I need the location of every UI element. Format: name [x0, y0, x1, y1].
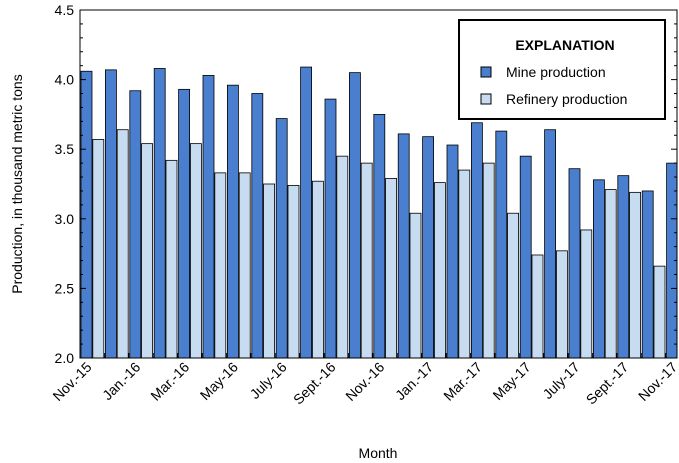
x-tick-label: Sept.-17 [583, 359, 632, 408]
x-tick-label: July-16 [247, 359, 290, 402]
bar-refinery-8 [287, 184, 300, 359]
bar-mine-18 [519, 155, 532, 359]
bar-mine-22 [617, 175, 630, 359]
legend-label-refinery: Refinery production [506, 91, 627, 107]
legend-title: EXPLANATION [515, 37, 614, 53]
y-tick-label: 2.5 [55, 280, 75, 296]
bar-refinery-3 [165, 159, 178, 359]
x-axis-title: Month [359, 445, 398, 461]
bar-refinery-18 [531, 254, 544, 359]
bar-mine-6 [226, 84, 239, 359]
x-tick-label: July-17 [539, 359, 582, 402]
bar-mine-15 [446, 144, 459, 359]
bar-refinery-9 [311, 180, 324, 359]
legend-swatch-mine [480, 66, 492, 78]
x-tick-label: Mar.-17 [440, 359, 485, 404]
y-tick-label: 3.0 [55, 211, 75, 227]
bar-mine-5 [202, 75, 215, 359]
x-tick-label: Nov.-17 [635, 359, 679, 404]
x-tick-label: May-17 [489, 359, 533, 403]
y-tick-label: 2.0 [55, 350, 75, 366]
bar-refinery-20 [580, 229, 593, 359]
legend-swatch-refinery [480, 93, 492, 105]
bars-layer [80, 66, 678, 359]
bar-mine-21 [593, 179, 605, 359]
bar-mine-1 [105, 69, 117, 359]
bar-mine-23 [641, 190, 654, 359]
bar-mine-20 [568, 168, 581, 359]
bar-mine-10 [324, 98, 337, 359]
x-tick-label: Jan.-16 [99, 359, 143, 403]
bar-mine-9 [300, 66, 313, 359]
bar-refinery-6 [238, 172, 251, 359]
x-axis: Nov.-15 Jan.-16 Mar.-16 May-16 July-16 Sept.-… [49, 353, 679, 408]
bar-refinery-7 [263, 183, 276, 359]
bar-refinery-23 [653, 265, 666, 359]
bar-refinery-17 [507, 212, 520, 359]
y-axis-title: Production, in thousand metric tons [9, 74, 25, 293]
y-tick-label: 3.5 [55, 141, 75, 157]
y-tick-label: 4.5 [55, 2, 75, 18]
bar-refinery-5 [214, 172, 227, 359]
bar-refinery-2 [141, 143, 154, 359]
bar-refinery-1 [116, 129, 129, 359]
y-tick-label: 4.0 [55, 72, 75, 88]
bar-mine-16 [470, 122, 483, 359]
bar-mine-19 [544, 129, 556, 359]
bar-refinery-21 [604, 189, 617, 359]
x-tick-label: Sept.-16 [290, 359, 339, 408]
y-axis: 2.0 2.5 3.0 3.5 4.0 4.5 [55, 2, 677, 366]
bar-mine-11 [348, 72, 361, 359]
bar-refinery-0 [92, 139, 105, 359]
bar-refinery-15 [458, 169, 471, 359]
bar-refinery-10 [336, 155, 349, 359]
bar-refinery-4 [189, 143, 202, 359]
bar-mine-2 [129, 90, 142, 359]
bar-mine-13 [397, 133, 410, 359]
bar-mine-3 [153, 68, 166, 359]
bar-refinery-16 [482, 162, 495, 359]
bar-mine-12 [373, 114, 386, 359]
plot-area-frame [79, 9, 678, 359]
legend-label-mine: Mine production [506, 64, 606, 80]
bar-refinery-19 [556, 250, 568, 359]
bar-refinery-13 [409, 212, 422, 359]
x-tick-label: Mar.-16 [147, 359, 192, 404]
bar-refinery-14 [433, 182, 446, 359]
bar-refinery-11 [360, 162, 373, 359]
bar-refinery-22 [629, 191, 641, 359]
bar-refinery-12 [385, 178, 398, 359]
x-tick-label: Jan.-17 [392, 359, 436, 403]
bar-mine-4 [178, 88, 191, 359]
bar-mine-14 [422, 136, 435, 359]
legend-box [458, 19, 666, 120]
bar-mine-8 [275, 118, 288, 359]
legend: EXPLANATION Mine production Refinery pro… [458, 19, 666, 120]
bar-mine-17 [495, 130, 508, 359]
x-tick-label: May-16 [197, 359, 241, 403]
bar-mine-0 [80, 70, 93, 359]
x-tick-label: Nov.-16 [342, 359, 387, 404]
bar-mine-7 [251, 93, 264, 359]
